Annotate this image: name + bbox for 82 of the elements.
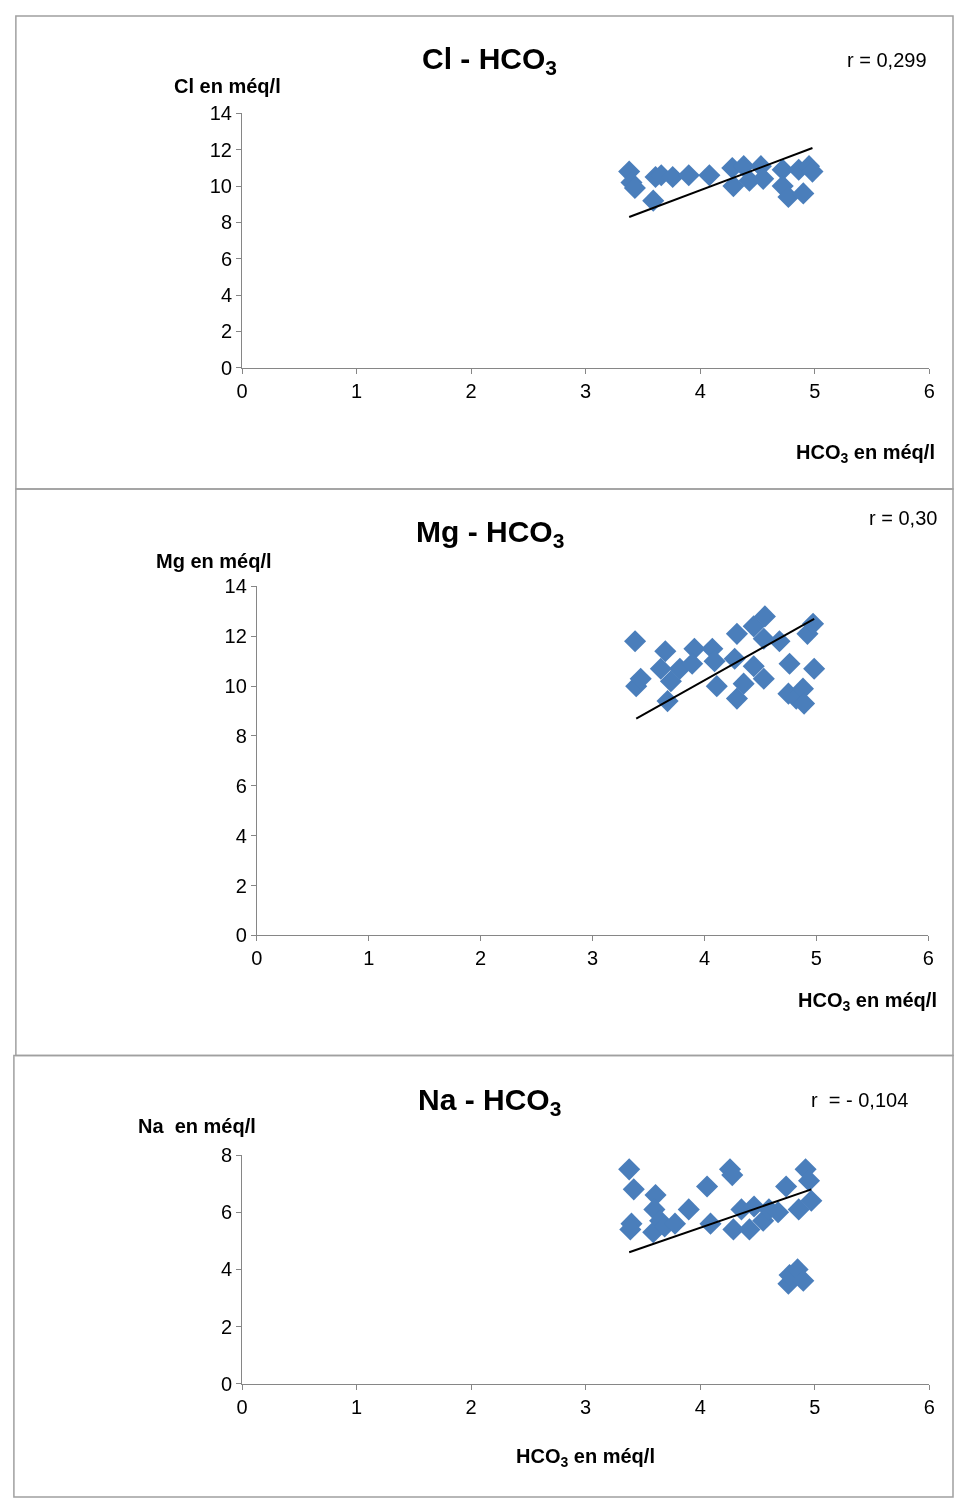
point bbox=[622, 1178, 645, 1201]
y-axis-title: Na en méq/l bbox=[138, 1115, 256, 1137]
y-tick-label: 10 bbox=[224, 675, 247, 698]
point bbox=[659, 670, 682, 693]
y-tick-label: 12 bbox=[209, 138, 233, 161]
x-tick-label: 3 bbox=[587, 947, 599, 970]
x-tick-label: 1 bbox=[351, 1395, 363, 1418]
y-axis-title: Mg en méq/l bbox=[156, 550, 272, 572]
point bbox=[792, 1269, 815, 1292]
text: r = 0,299 bbox=[847, 49, 927, 71]
x-tick-label: 3 bbox=[580, 1395, 592, 1418]
x-tick-label: 4 bbox=[698, 947, 711, 970]
point bbox=[725, 622, 748, 645]
point bbox=[642, 189, 665, 212]
point bbox=[753, 605, 776, 628]
chart-title: Mg - HCO$_{3}$ bbox=[416, 515, 565, 553]
x-tick-label: 1 bbox=[351, 379, 363, 402]
x-tick-label: 2 bbox=[465, 379, 477, 402]
x-tick-label: 3 bbox=[580, 379, 592, 402]
point bbox=[677, 1198, 700, 1221]
y-tick-label: 8 bbox=[235, 724, 247, 747]
x-tick-label: 5 bbox=[809, 379, 821, 402]
y-tick-label: 14 bbox=[224, 575, 247, 598]
y-tick-label: 2 bbox=[220, 1315, 233, 1338]
point bbox=[792, 182, 815, 205]
x-tick-label: 5 bbox=[810, 947, 822, 970]
y-tick-label: 0 bbox=[220, 356, 233, 379]
point bbox=[803, 657, 826, 680]
point bbox=[752, 667, 775, 690]
x-tick-label: 0 bbox=[251, 947, 263, 970]
y-tick-label: 10 bbox=[209, 175, 233, 198]
text: r = - 0,104 bbox=[811, 1089, 909, 1111]
x-axis-title: HCO$_{3}$ en méq/l bbox=[516, 1445, 655, 1471]
y-tick-label: 8 bbox=[220, 1144, 233, 1167]
x-tick-label: 6 bbox=[923, 379, 935, 402]
chart-title: Cl - HCO$_{3}$ bbox=[422, 42, 558, 80]
point bbox=[775, 1175, 798, 1198]
point bbox=[732, 672, 755, 695]
point bbox=[722, 175, 745, 198]
point bbox=[738, 1218, 761, 1241]
x-axis-title: HCO$_{3}$ en méq/l bbox=[798, 989, 937, 1015]
x-tick-label: 2 bbox=[475, 947, 487, 970]
y-tick-label: 4 bbox=[235, 824, 247, 847]
y-tick-label: 4 bbox=[220, 284, 233, 307]
x-axis-title: HCO$_{3}$ en méq/l bbox=[796, 441, 935, 467]
point bbox=[742, 615, 765, 638]
y-tick-label: 0 bbox=[220, 1372, 233, 1395]
y-tick-label: 2 bbox=[220, 320, 233, 343]
point bbox=[800, 1189, 823, 1212]
y-tick-label: 6 bbox=[220, 247, 233, 270]
y-tick-label: 8 bbox=[220, 211, 233, 234]
point bbox=[777, 185, 800, 209]
y-axis-title: Cl en méq/l bbox=[174, 75, 281, 97]
x-tick-label: 5 bbox=[809, 1395, 821, 1418]
y-tick-label: 14 bbox=[209, 102, 233, 125]
point bbox=[698, 164, 721, 187]
point bbox=[681, 652, 704, 675]
text: r = 0,30 bbox=[869, 507, 938, 529]
chart-title: Na - HCO$_{3}$ bbox=[418, 1083, 562, 1121]
y-tick-label: 4 bbox=[220, 1258, 233, 1281]
point bbox=[787, 1198, 810, 1221]
x-tick-label: 4 bbox=[694, 379, 706, 402]
point bbox=[624, 630, 647, 653]
y-tick-label: 0 bbox=[235, 924, 247, 947]
point bbox=[742, 655, 765, 678]
x-tick-label: 6 bbox=[922, 947, 934, 970]
x-tick-label: 6 bbox=[923, 1395, 935, 1418]
y-tick-label: 6 bbox=[220, 1201, 233, 1224]
x-tick-label: 2 bbox=[465, 1395, 477, 1418]
point bbox=[649, 657, 672, 680]
point bbox=[654, 640, 677, 663]
y-tick-label: 6 bbox=[235, 774, 247, 797]
point bbox=[677, 164, 700, 187]
x-tick-label: 1 bbox=[363, 947, 375, 970]
point bbox=[778, 652, 801, 675]
y-tick-label: 2 bbox=[235, 874, 247, 897]
point bbox=[705, 675, 728, 698]
point bbox=[618, 1158, 641, 1181]
y-tick-label: 12 bbox=[224, 625, 247, 648]
point bbox=[725, 687, 748, 710]
x-tick-label: 4 bbox=[694, 1395, 706, 1418]
point bbox=[696, 1175, 719, 1198]
